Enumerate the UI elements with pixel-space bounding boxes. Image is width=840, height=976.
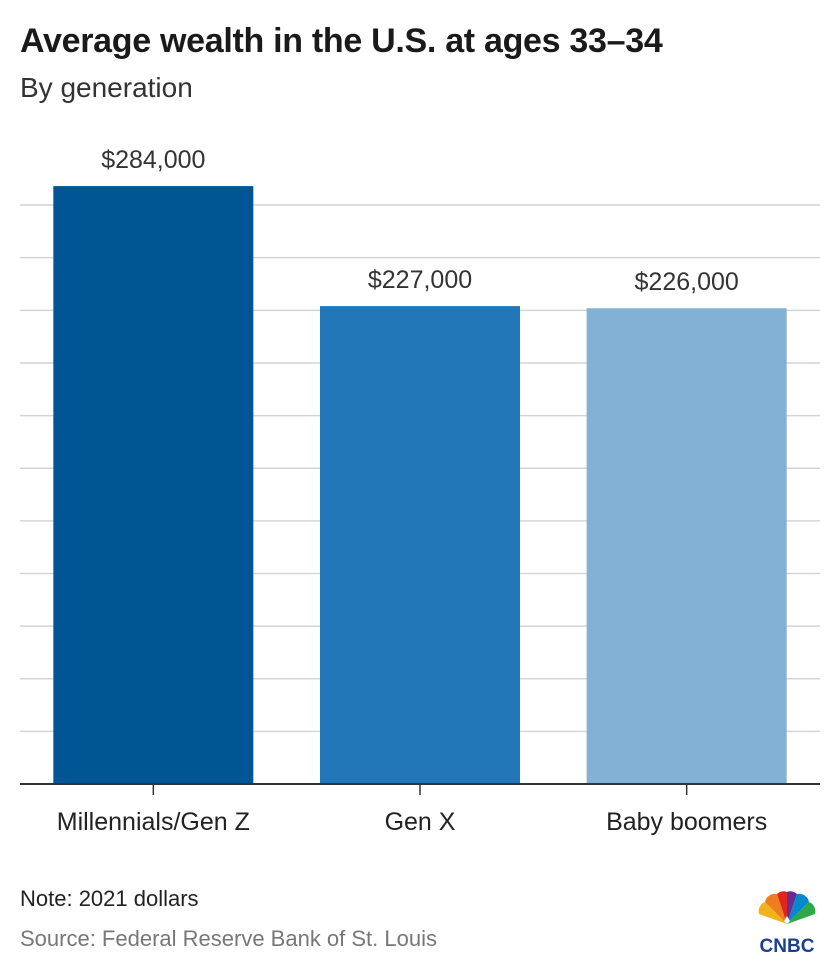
labels: $284,000 Millennials/Gen Z $227,000 Gen X $2… [57,146,768,836]
x-axis-ticks [152,784,688,795]
brand-name: CNBC [760,936,815,956]
chart-note: Note: 2021 dollars [20,886,199,911]
bar-baby-boomers [586,308,787,784]
bar-millennials-gen-z [53,186,254,784]
bar-gen-x [320,306,520,784]
value-label: $227,000 [368,266,472,294]
value-label: $226,000 [635,268,739,296]
value-label: $284,000 [101,146,205,174]
peacock-icon [758,891,816,924]
chart-title: Average wealth in the U.S. at ages 33–34 [20,22,663,60]
bars [53,186,787,784]
cnbc-logo: CNBC [758,891,816,956]
category-label: Millennials/Gen Z [57,808,250,836]
category-label: Baby boomers [606,808,767,836]
chart-subtitle: By generation [20,72,193,103]
category-label: Gen X [385,808,456,836]
chart-source: Source: Federal Reserve Bank of St. Loui… [20,926,437,951]
bar-chart: $284,000 Millennials/Gen Z $227,000 Gen X $2… [20,146,820,836]
